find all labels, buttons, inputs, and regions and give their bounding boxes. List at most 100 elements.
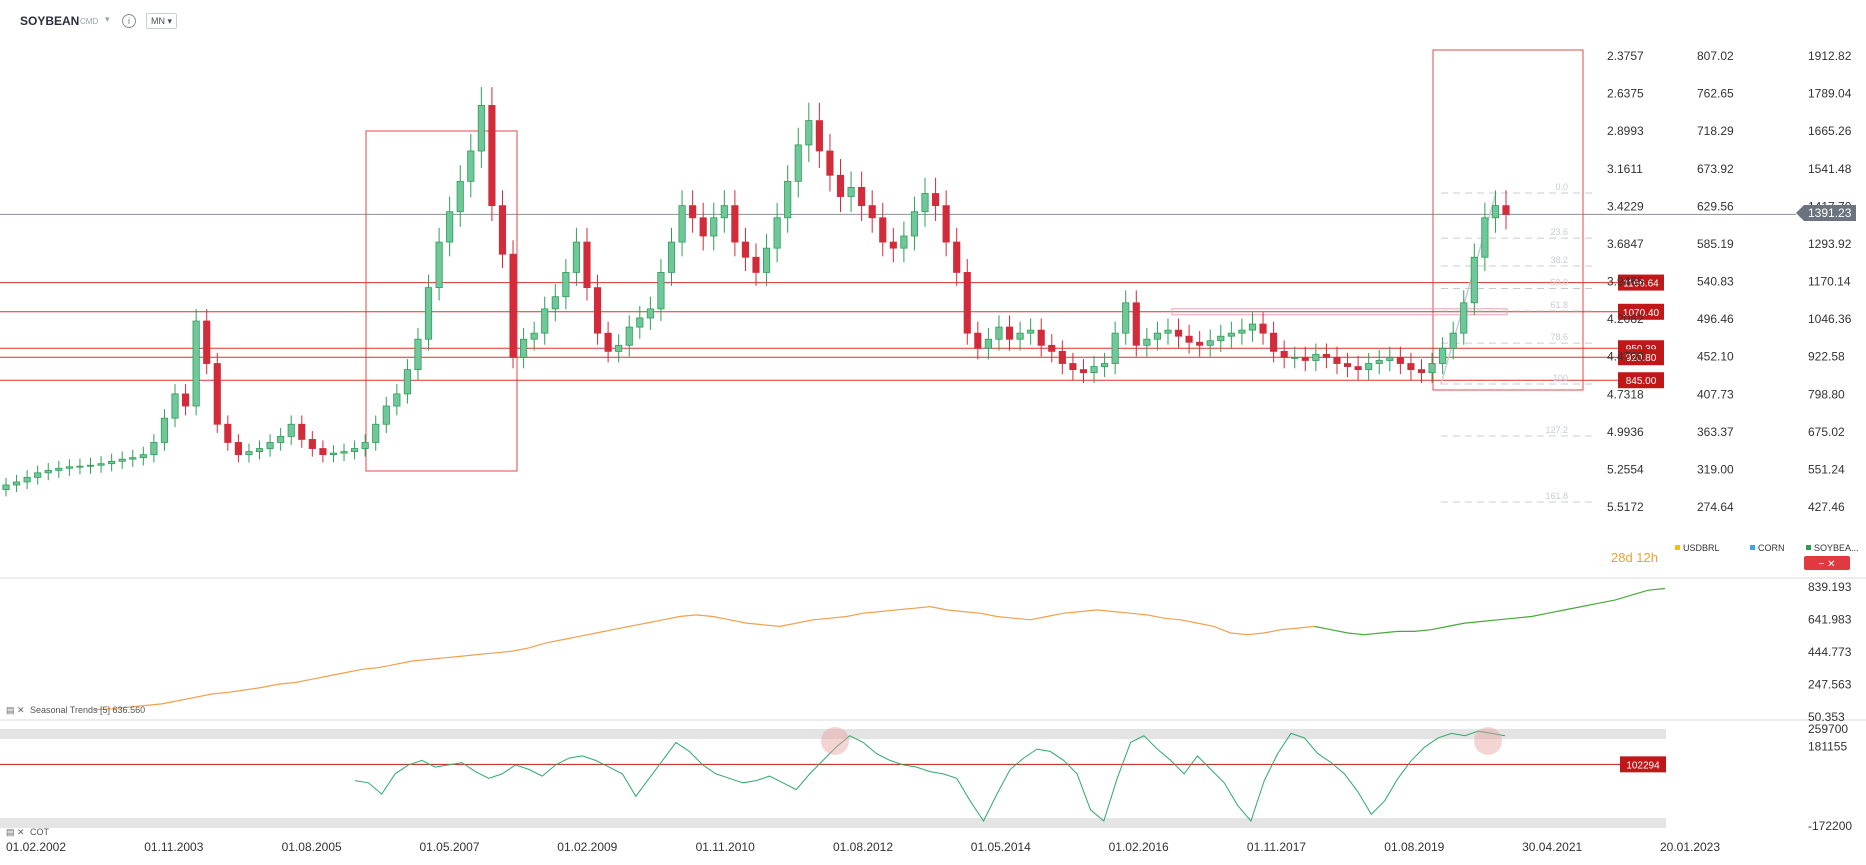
candle-body bbox=[97, 463, 105, 466]
candle-body bbox=[520, 338, 528, 358]
candle-body bbox=[646, 308, 654, 319]
cot-highlight-circle bbox=[1474, 727, 1502, 755]
highlight-box-2007 bbox=[365, 130, 518, 472]
candle-body bbox=[1079, 369, 1088, 374]
fib-level-label: 100 bbox=[1553, 373, 1568, 383]
info-icon[interactable]: i bbox=[122, 14, 136, 28]
candle-body bbox=[1312, 354, 1320, 361]
candle-body bbox=[1227, 332, 1235, 337]
candle-body bbox=[889, 241, 897, 249]
candle-body bbox=[625, 326, 633, 346]
candle-body bbox=[65, 466, 73, 469]
candle-body bbox=[255, 448, 264, 452]
candle-body bbox=[1185, 335, 1193, 343]
candle-body bbox=[2, 484, 10, 490]
candle-body bbox=[530, 332, 538, 340]
instrument-type: CMD bbox=[80, 17, 99, 26]
y-tick-primary: 922.58 bbox=[1808, 350, 1845, 364]
timeframe-value: MN bbox=[151, 16, 165, 26]
candle-body bbox=[1417, 369, 1426, 374]
x-tick: 01.08.2019 bbox=[1384, 840, 1444, 854]
y-tick-secondary: 807.02 bbox=[1697, 49, 1734, 63]
candle-body bbox=[879, 217, 887, 243]
candle-body bbox=[699, 217, 707, 237]
timeframe-select[interactable]: MN ▾ bbox=[146, 13, 178, 29]
candle-body bbox=[657, 272, 665, 310]
candle-body bbox=[752, 256, 760, 273]
fib-level-label: 50.0 bbox=[1550, 278, 1568, 288]
candle-body bbox=[1090, 366, 1098, 374]
symbol-label[interactable]: SOYBEAN bbox=[20, 14, 80, 28]
candle-body bbox=[1481, 217, 1489, 258]
x-tick: 01.11.2003 bbox=[144, 840, 203, 854]
candle-body bbox=[192, 320, 200, 407]
level-value: 845.00 bbox=[1626, 376, 1657, 387]
candle-body bbox=[1217, 335, 1225, 342]
level-value: 920.80 bbox=[1626, 353, 1657, 364]
y-tick-secondary: 452.10 bbox=[1697, 350, 1734, 364]
candle-body bbox=[963, 272, 971, 334]
candle-body bbox=[794, 144, 802, 182]
candle-body bbox=[741, 241, 750, 258]
candle-body bbox=[1375, 360, 1383, 364]
candle-body bbox=[1132, 302, 1140, 346]
candle-body bbox=[76, 465, 84, 468]
candle-body bbox=[1196, 341, 1204, 346]
candle-body bbox=[234, 442, 242, 456]
settings-icon: ▤ ✕ bbox=[6, 705, 25, 715]
candle-body bbox=[435, 241, 443, 289]
candle-body bbox=[1238, 329, 1246, 334]
y-tick-secondary: 585.19 bbox=[1697, 237, 1734, 251]
symbol-dropdown-icon[interactable]: ▾ bbox=[105, 14, 110, 24]
fib-level-label: 127.2 bbox=[1545, 425, 1568, 435]
cot-y-tick: -172200 bbox=[1808, 819, 1852, 833]
y-tick-secondary: 319.00 bbox=[1697, 462, 1734, 476]
candle-body bbox=[266, 442, 274, 449]
x-tick: 01.05.2014 bbox=[971, 840, 1031, 854]
candle-body bbox=[108, 460, 116, 465]
candle-body bbox=[910, 211, 919, 237]
cot-line bbox=[354, 730, 1506, 823]
candle-body bbox=[593, 287, 602, 334]
close-icon: − ✕ bbox=[1819, 559, 1836, 570]
y-tick-tertiary: 4.9936 bbox=[1607, 425, 1644, 439]
fib-level-label: 161.8 bbox=[1545, 491, 1568, 501]
candle-body bbox=[1428, 363, 1436, 374]
y-tick-primary: 1293.92 bbox=[1808, 237, 1852, 251]
candle-body bbox=[1058, 350, 1066, 364]
candle-body bbox=[477, 105, 485, 152]
candle-body bbox=[1449, 332, 1457, 349]
candle-body bbox=[414, 338, 422, 370]
legend-swatch bbox=[1806, 545, 1811, 550]
current-price-value: 1391.23 bbox=[1808, 206, 1852, 220]
candle-body bbox=[340, 451, 348, 454]
candle-body bbox=[1460, 302, 1468, 334]
candle-body bbox=[308, 439, 316, 449]
candle-body bbox=[1502, 205, 1510, 215]
candle-body bbox=[1122, 302, 1130, 334]
current-price-tag: 1391.23 bbox=[1796, 205, 1856, 221]
seasonal-y-tick: 50.353 bbox=[1808, 710, 1845, 724]
seasonal-y-tick: 247.563 bbox=[1808, 678, 1852, 692]
candle-body bbox=[1396, 357, 1404, 364]
y-tick-primary: 1665.26 bbox=[1808, 124, 1852, 138]
y-tick-secondary: 762.65 bbox=[1697, 87, 1734, 101]
candle-body bbox=[773, 217, 781, 249]
y-tick-secondary: 407.73 bbox=[1697, 387, 1734, 401]
candle-body bbox=[213, 363, 221, 425]
candle-body bbox=[710, 217, 718, 237]
level-value: 1166.64 bbox=[1623, 279, 1659, 290]
candle-body bbox=[689, 205, 697, 219]
y-tick-tertiary: 4.2082 bbox=[1607, 312, 1644, 326]
x-tick: 01.11.2010 bbox=[696, 840, 755, 854]
candle-body bbox=[541, 308, 549, 334]
candle-body bbox=[1322, 354, 1330, 358]
candle-body bbox=[868, 205, 876, 219]
candle-body bbox=[847, 187, 855, 197]
cot-extreme-band bbox=[0, 818, 1666, 828]
y-tick-secondary: 718.29 bbox=[1697, 124, 1734, 138]
legend-label: SOYBEA... bbox=[1814, 543, 1859, 553]
level-value: 1070.40 bbox=[1623, 308, 1660, 319]
candle-body bbox=[1470, 256, 1478, 304]
